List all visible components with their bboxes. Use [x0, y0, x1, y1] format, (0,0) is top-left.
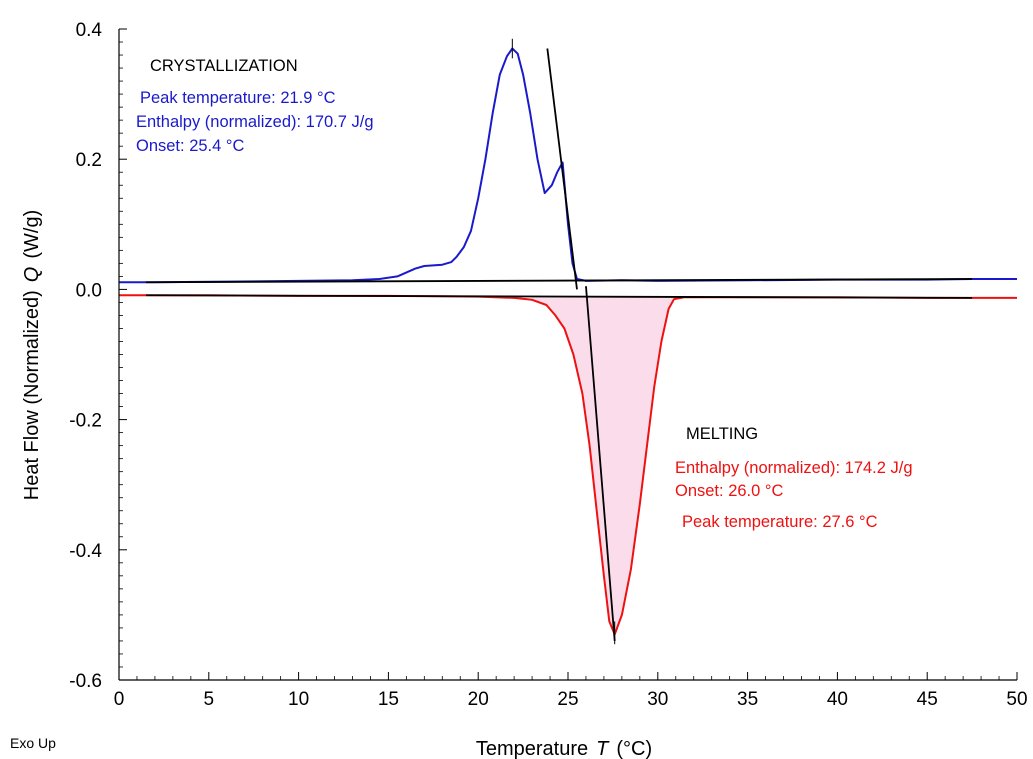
melting-baseline	[145, 294, 973, 299]
crystallization-onset-tangent	[546, 48, 578, 290]
x-axis-title-unit: (°C)	[616, 738, 652, 759]
x-tick-label: 40	[827, 689, 848, 710]
x-tick-label: 10	[288, 689, 309, 710]
x-tick-label: 30	[647, 689, 668, 710]
x-tick-label: 5	[204, 689, 215, 710]
crystallization-onset-label: Onset: 25.4 °C	[136, 137, 244, 155]
x-axis-title: Temperature T (°C)	[476, 738, 652, 759]
crystallization-title: CRYSTALLIZATION	[150, 57, 298, 75]
y-axis-title: Heat Flow (Normalized) Q (W/g)	[21, 210, 43, 501]
melting-enthalpy-label: Enthalpy (normalized): 174.2 J/g	[675, 459, 913, 477]
x-tick-label: 35	[737, 689, 758, 710]
x-tick-label: 0	[114, 689, 125, 710]
x-tick-label: 50	[1006, 689, 1027, 710]
melting-area-fill	[532, 296, 676, 635]
x-tick-label: 45	[917, 689, 938, 710]
y-tick-label: 0.2	[76, 150, 102, 171]
melting-title: MELTING	[686, 425, 758, 443]
x-axis-title-prefix: Temperature	[476, 738, 588, 759]
crystallization-baseline	[145, 278, 973, 284]
crystallization-enthalpy-label: Enthalpy (normalized): 170.7 J/g	[136, 113, 374, 131]
y-axis-title-unit: (W/g)	[21, 210, 43, 259]
y-tick-label: -0.4	[69, 541, 102, 562]
y-tick-label: -0.6	[69, 671, 102, 692]
y-tick-label: -0.2	[69, 411, 102, 432]
melting-peak-label: Peak temperature: 27.6 °C	[682, 513, 878, 531]
melting-onset-tangent	[585, 286, 616, 642]
y-tick-label: 0.0	[76, 280, 102, 301]
axis-layer: 0 5 10 15 20 25 30 35 40 45 50 -0.6 -0.4 -0.2 0.0 0.2 0.…	[69, 20, 1027, 710]
exo-up-label: Exo Up	[10, 735, 56, 751]
x-tick-label: 15	[378, 689, 399, 710]
x-axis-title-symbol: T	[596, 738, 610, 759]
y-tick-label: 0.4	[76, 20, 103, 41]
plot-layer	[119, 38, 1017, 645]
x-tick-label: 20	[468, 689, 489, 710]
crystallization-peak-label: Peak temperature: 21.9 °C	[140, 89, 336, 107]
crystallization-curve	[119, 47, 1017, 284]
y-axis-title-prefix: Heat Flow (Normalized)	[21, 290, 43, 500]
x-tick-label: 25	[557, 689, 578, 710]
y-axis-title-symbol: Q	[21, 267, 43, 283]
melting-onset-label: Onset: 26.0 °C	[675, 482, 783, 500]
